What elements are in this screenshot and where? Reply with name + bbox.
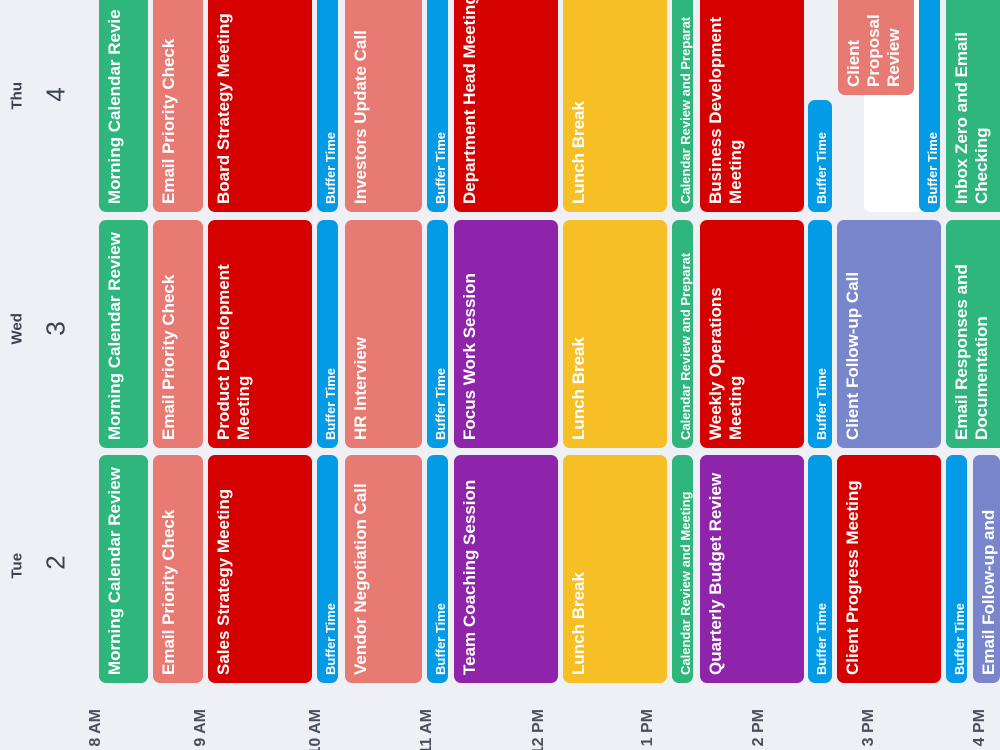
- time-label-11am: 11 AM: [418, 709, 435, 750]
- event-block[interactable]: Buffer Time: [808, 455, 832, 683]
- event-title: Morning Calendar Review: [105, 467, 124, 675]
- event-block[interactable]: Buffer Time: [427, 455, 448, 683]
- event-title: Lunch Break: [569, 572, 588, 675]
- event-block[interactable]: Buffer Time: [317, 0, 338, 212]
- event-block[interactable]: Lunch Break: [563, 455, 667, 683]
- event-block[interactable]: Email Follow-up and: [973, 455, 1000, 683]
- event-title: Team Coaching Session: [460, 479, 479, 675]
- event-block[interactable]: Calendar Review and Meeting: [672, 455, 693, 683]
- event-title: Buffer Time: [814, 603, 829, 675]
- event-title: Email Priority Check: [159, 509, 178, 675]
- time-label-3pm: 3 PM: [860, 709, 877, 747]
- day-number: 3: [40, 321, 71, 336]
- event-block[interactable]: Buffer Time: [427, 0, 448, 212]
- event-block[interactable]: Lunch Break: [563, 0, 667, 212]
- event-title: Inbox Zero and Email Checking: [952, 32, 992, 204]
- event-title: Email Responses and Documentation: [952, 264, 992, 440]
- event-block[interactable]: Morning Calendar Revie: [99, 0, 148, 212]
- time-label-4pm: 4 PM: [971, 709, 988, 747]
- event-block[interactable]: Client Follow-up Call: [837, 220, 941, 448]
- day-name: Wed: [8, 313, 26, 345]
- event-block[interactable]: Morning Calendar Review: [99, 455, 148, 683]
- event-block[interactable]: Buffer Time: [808, 220, 832, 448]
- event-block[interactable]: Email Responses and Documentation: [946, 220, 1000, 448]
- event-title: Department Head Meeting: [460, 0, 479, 204]
- time-label-1pm: 1 PM: [639, 709, 656, 747]
- time-label-8am: 8 AM: [87, 709, 104, 747]
- event-title: Buffer Time: [433, 368, 448, 440]
- event-block[interactable]: Calendar Review and Preparat: [672, 220, 693, 448]
- event-title: Weekly Operations Meeting: [706, 287, 746, 440]
- event-block[interactable]: Client Progress Meeting: [837, 455, 941, 683]
- event-block[interactable]: Department Head Meeting: [454, 0, 558, 212]
- event-title: Buffer Time: [433, 132, 448, 204]
- event-title: Investors Update Call: [351, 30, 370, 204]
- event-title: Email Follow-up and: [979, 509, 998, 675]
- event-block[interactable]: Client Proposal Review: [838, 0, 914, 95]
- event-title: Morning Calendar Revie: [105, 9, 124, 204]
- event-block[interactable]: Lunch Break: [563, 220, 667, 448]
- event-title: Business Development Meeting: [706, 16, 746, 204]
- event-title: Buffer Time: [925, 132, 940, 204]
- event-title: Email Priority Check: [159, 274, 178, 440]
- event-block[interactable]: Buffer Time: [919, 0, 940, 212]
- event-title: Buffer Time: [814, 368, 829, 440]
- event-title: Client Progress Meeting: [843, 480, 862, 675]
- event-block[interactable]: Business Development Meeting: [700, 0, 804, 212]
- time-label-9am: 9 AM: [192, 709, 209, 747]
- event-title: Quarterly Budget Review: [706, 472, 725, 675]
- event-title: Client Follow-up Call: [843, 271, 862, 440]
- event-block[interactable]: Product Development Meeting: [208, 220, 312, 448]
- event-title: Lunch Break: [569, 101, 588, 204]
- day-number: 4: [40, 87, 71, 102]
- day-name: Thu: [8, 82, 26, 110]
- event-block[interactable]: Quarterly Budget Review: [700, 455, 804, 683]
- event-block[interactable]: Team Coaching Session: [454, 455, 558, 683]
- event-title: Calendar Review and Preparat: [678, 252, 693, 440]
- event-block[interactable]: Investors Update Call: [345, 0, 422, 212]
- time-label-12pm: 12 PM: [530, 709, 547, 750]
- event-block[interactable]: Buffer Time: [317, 455, 338, 683]
- event-block[interactable]: Buffer Time: [427, 220, 448, 448]
- time-label-2pm: 2 PM: [750, 709, 767, 747]
- event-title: Calendar Review and Preparat: [678, 16, 693, 204]
- event-title: Focus Work Session: [460, 273, 479, 440]
- event-title: Sales Strategy Meeting: [214, 488, 233, 675]
- event-title: Product Development Meeting: [214, 264, 254, 440]
- event-block[interactable]: Calendar Review and Preparat: [672, 0, 693, 212]
- event-block[interactable]: Board Strategy Meeting: [208, 0, 312, 212]
- event-title: Buffer Time: [323, 132, 338, 204]
- event-block[interactable]: Vendor Negotiation Call: [345, 455, 422, 683]
- event-title: Client Proposal Review: [844, 14, 904, 87]
- event-title: Lunch Break: [569, 337, 588, 440]
- event-block[interactable]: Email Priority Check: [153, 220, 203, 448]
- event-title: Vendor Negotiation Call: [351, 483, 370, 675]
- event-block[interactable]: Inbox Zero and Email Checking: [946, 0, 1000, 212]
- event-title: Buffer Time: [433, 603, 448, 675]
- event-block[interactable]: HR Interview: [345, 220, 422, 448]
- event-title: Calendar Review and Meeting: [678, 491, 693, 676]
- event-title: Buffer Time: [323, 603, 338, 675]
- event-title: Buffer Time: [952, 603, 967, 675]
- event-title: Buffer Time: [814, 132, 829, 204]
- event-block[interactable]: Sales Strategy Meeting: [208, 455, 312, 683]
- event-title: Morning Calendar Review: [105, 232, 124, 440]
- event-title: Buffer Time: [323, 368, 338, 440]
- day-name: Tue: [8, 552, 26, 579]
- event-block[interactable]: Focus Work Session: [454, 220, 558, 448]
- event-title: Board Strategy Meeting: [214, 13, 233, 204]
- event-block[interactable]: Buffer Time: [317, 220, 338, 448]
- event-title: HR Interview: [351, 337, 370, 440]
- event-title: Email Priority Check: [159, 38, 178, 204]
- event-block[interactable]: Weekly Operations Meeting: [700, 220, 804, 448]
- day-number: 2: [40, 555, 71, 570]
- event-block[interactable]: Morning Calendar Review: [99, 220, 148, 448]
- event-block[interactable]: Buffer Time: [946, 455, 967, 683]
- event-block[interactable]: Email Priority Check: [153, 455, 203, 683]
- time-label-10am: 10 AM: [307, 709, 324, 750]
- event-block[interactable]: Email Priority Check: [153, 0, 203, 212]
- event-block[interactable]: Buffer Time: [808, 100, 832, 212]
